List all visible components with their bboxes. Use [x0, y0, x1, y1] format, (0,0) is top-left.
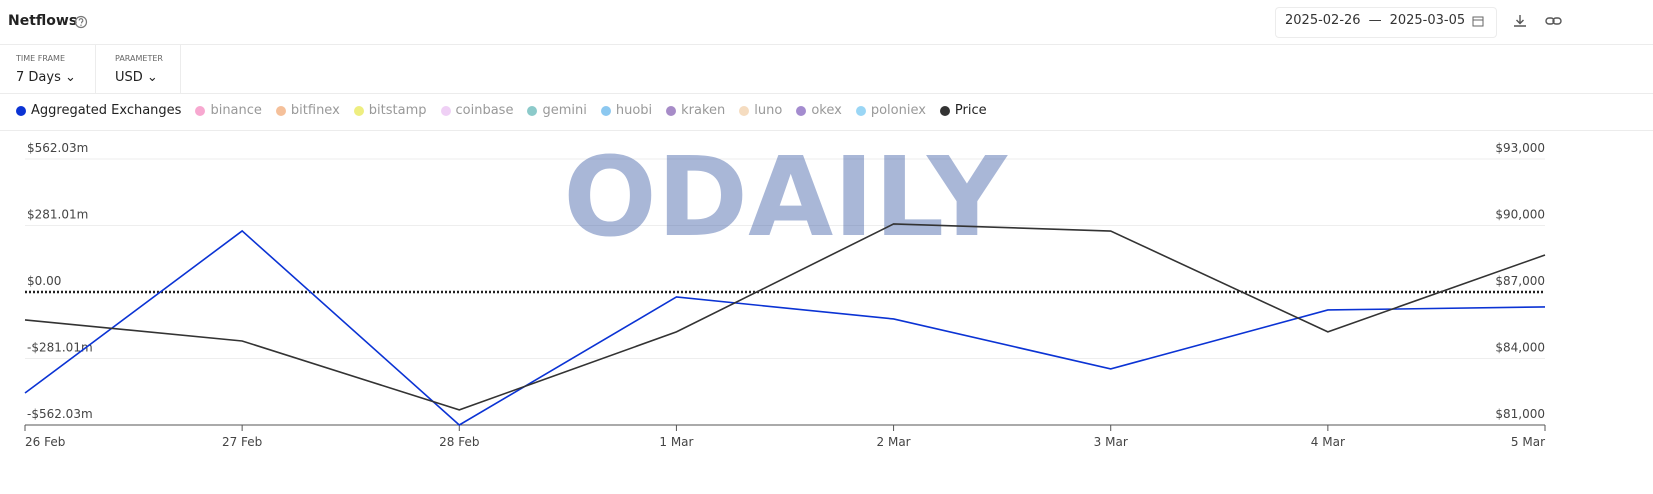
date-to: 2025-03-05 — [1389, 13, 1466, 28]
legend-label: gemini — [542, 103, 587, 118]
y-tick-label: $281.01m — [27, 208, 88, 222]
legend-label: bitfinex — [290, 103, 340, 118]
x-tick-label: 1 Mar — [659, 435, 693, 449]
legend-label: kraken — [681, 103, 726, 118]
legend-item[interactable]: Aggregated Exchanges — [16, 103, 181, 118]
calendar-icon — [1472, 16, 1484, 27]
legend-label: Aggregated Exchanges — [31, 103, 182, 118]
legend-dot — [600, 105, 611, 116]
y-tick-label: -$281.01m — [27, 340, 93, 354]
divider — [0, 93, 1653, 94]
date-separator: — — [1368, 13, 1382, 28]
legend-label: binance — [210, 103, 262, 118]
y-tick-label: $0.00 — [27, 274, 61, 288]
divider — [95, 45, 96, 93]
legend-label: okex — [811, 103, 842, 118]
chart: -$562.03m -$281.01m $0.00 $281.01m $562.03m $… — [24, 133, 1546, 449]
legend-dot — [527, 105, 538, 116]
legend-item[interactable]: luno — [739, 103, 782, 118]
legend-dot — [739, 105, 750, 116]
download-icon[interactable] — [1512, 13, 1528, 29]
legend-item[interactable]: bitstamp — [353, 103, 427, 118]
x-tick-label: 3 Mar — [1094, 435, 1128, 449]
legend-item[interactable]: gemini — [527, 103, 587, 118]
y2-tick-label: $87,000 — [1495, 274, 1545, 288]
legend-dot — [939, 105, 950, 116]
series-line — [24, 229, 1546, 426]
x-tick-label: 4 Mar — [1311, 435, 1345, 449]
legend: Aggregated Exchanges binance bitfinex bitst… — [16, 103, 1001, 118]
y2-tick-label: $81,000 — [1495, 407, 1545, 421]
x-tick-label: 27 Feb — [222, 435, 262, 449]
control-value[interactable]: 7 Days ⌄ — [16, 70, 76, 85]
control-value-text: 7 Days — [16, 70, 61, 85]
legend-label: poloniex — [870, 103, 926, 118]
legend-item[interactable]: Price — [939, 103, 987, 118]
legend-dot — [16, 105, 26, 116]
legend-dot — [440, 105, 451, 116]
legend-dot — [855, 105, 866, 116]
date-text: 2025-02-26 — 2025-03-05 — [1285, 13, 1465, 28]
date-from: 2025-02-26 — [1285, 13, 1361, 28]
legend-item[interactable]: bitfinex — [275, 103, 340, 118]
y2-tick-label: $93,000 — [1495, 141, 1545, 155]
control-label: TIME FRAME — [16, 54, 66, 63]
x-tick-label: 2 Mar — [877, 435, 911, 449]
legend-item[interactable]: kraken — [666, 103, 725, 118]
y-tick-label: -$562.03m — [27, 407, 93, 421]
legend-label: Price — [954, 103, 987, 118]
legend-item[interactable]: huobi — [600, 103, 653, 118]
legend-item[interactable]: coinbase — [440, 103, 514, 118]
legend-dot — [796, 105, 807, 116]
link-icon[interactable] — [1545, 13, 1563, 29]
divider — [0, 130, 1653, 131]
legend-item[interactable]: okex — [796, 103, 842, 118]
x-tick-label: 5 Mar — [1511, 435, 1545, 449]
legend-item[interactable]: poloniex — [855, 103, 926, 118]
help-icon[interactable] — [74, 15, 88, 29]
watermark: ODAILY — [563, 133, 1008, 261]
control-value-text: USD — [115, 70, 143, 85]
legend-dot — [275, 105, 286, 116]
y-tick-label: $562.03m — [27, 141, 88, 155]
legend-label: luno — [754, 103, 783, 118]
divider — [180, 45, 181, 93]
y2-tick-label: $84,000 — [1495, 341, 1545, 355]
legend-dot — [666, 105, 677, 116]
legend-label: coinbase — [455, 103, 514, 118]
series-line — [24, 223, 1546, 411]
control-value[interactable]: USD ⌄ — [115, 70, 158, 85]
y2-tick-label: $90,000 — [1495, 208, 1545, 222]
divider — [0, 44, 1653, 45]
legend-item[interactable]: binance — [195, 103, 262, 118]
control-label: PARAMETER — [115, 54, 163, 63]
legend-dot — [195, 105, 206, 116]
legend-dot — [353, 105, 364, 116]
date-range[interactable] — [1275, 7, 1497, 38]
legend-label: bitstamp — [368, 103, 427, 118]
title: Netflows — [8, 13, 78, 29]
x-tick-label: 28 Feb — [439, 435, 479, 449]
x-tick-label: 26 Feb — [25, 435, 65, 449]
legend-label: huobi — [615, 103, 653, 118]
